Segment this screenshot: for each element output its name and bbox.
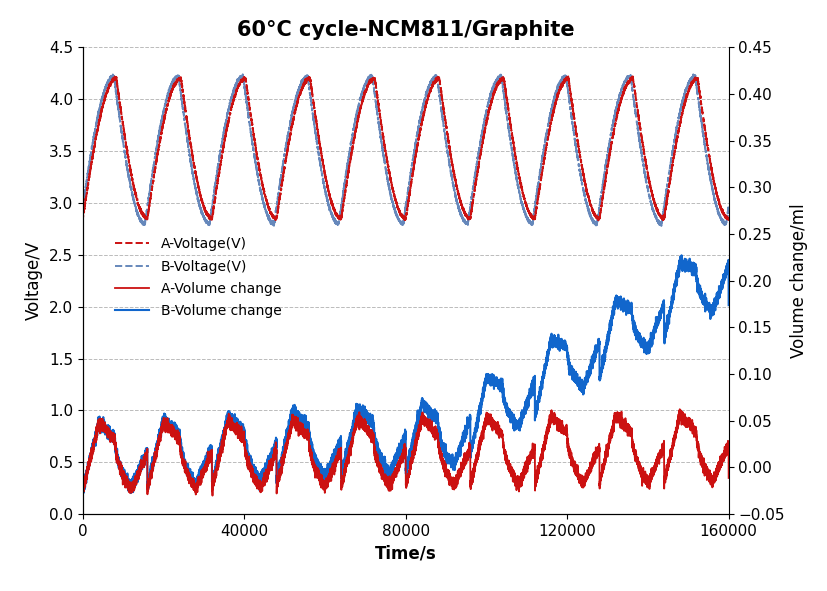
B-Voltage(V) xyxy=(81,184,91,191)
X-axis label: Time/s: Time/s xyxy=(375,544,436,563)
Y-axis label: Volume change/ml: Volume change/ml xyxy=(790,203,807,358)
B-Volume change xyxy=(126,489,136,496)
B-Voltage(V) xyxy=(204,221,214,228)
A-Voltage(V) xyxy=(627,73,637,80)
B-Voltage(V) xyxy=(104,76,114,83)
A-Volume change xyxy=(78,486,88,493)
A-Voltage(V) xyxy=(81,196,91,203)
A-Voltage(V) xyxy=(117,111,127,118)
B-Voltage(V) xyxy=(656,222,666,229)
A-Volume change xyxy=(204,452,214,459)
B-Volume change xyxy=(723,301,733,309)
A-Voltage(V) xyxy=(464,217,474,224)
Title: 60°C cycle-NCM811/Graphite: 60°C cycle-NCM811/Graphite xyxy=(237,20,574,40)
A-Voltage(V) xyxy=(689,77,699,84)
B-Voltage(V) xyxy=(393,215,403,222)
A-Voltage(V) xyxy=(393,207,403,214)
B-Volume change xyxy=(676,252,686,259)
A-Volume change xyxy=(674,405,684,413)
A-Voltage(V) xyxy=(204,214,214,221)
A-Volume change xyxy=(689,426,699,433)
B-Volume change xyxy=(204,447,214,454)
Y-axis label: Voltage/V: Voltage/V xyxy=(26,241,43,320)
B-Volume change xyxy=(104,428,114,435)
B-Volume change xyxy=(689,267,699,274)
Legend: A-Voltage(V), B-Voltage(V), A-Volume change, B-Volume change: A-Voltage(V), B-Voltage(V), A-Volume cha… xyxy=(109,232,286,324)
Line: B-Voltage(V): B-Voltage(V) xyxy=(83,74,728,226)
B-Volume change xyxy=(81,473,91,480)
A-Voltage(V) xyxy=(723,214,733,221)
Line: A-Volume change: A-Volume change xyxy=(83,409,728,497)
B-Voltage(V) xyxy=(688,70,698,77)
B-Voltage(V) xyxy=(78,204,88,211)
Line: A-Voltage(V): A-Voltage(V) xyxy=(83,76,728,220)
A-Voltage(V) xyxy=(78,213,88,220)
A-Volume change xyxy=(81,476,91,483)
A-Volume change xyxy=(393,463,403,470)
Line: B-Volume change: B-Volume change xyxy=(83,255,728,493)
A-Volume change xyxy=(78,493,88,501)
A-Voltage(V) xyxy=(104,80,114,87)
B-Volume change xyxy=(393,454,403,461)
A-Volume change xyxy=(104,428,114,436)
B-Voltage(V) xyxy=(723,204,733,211)
B-Voltage(V) xyxy=(689,73,699,80)
A-Volume change xyxy=(117,469,127,476)
B-Volume change xyxy=(78,486,88,493)
B-Volume change xyxy=(117,472,127,479)
A-Volume change xyxy=(723,475,733,482)
B-Voltage(V) xyxy=(117,127,127,134)
